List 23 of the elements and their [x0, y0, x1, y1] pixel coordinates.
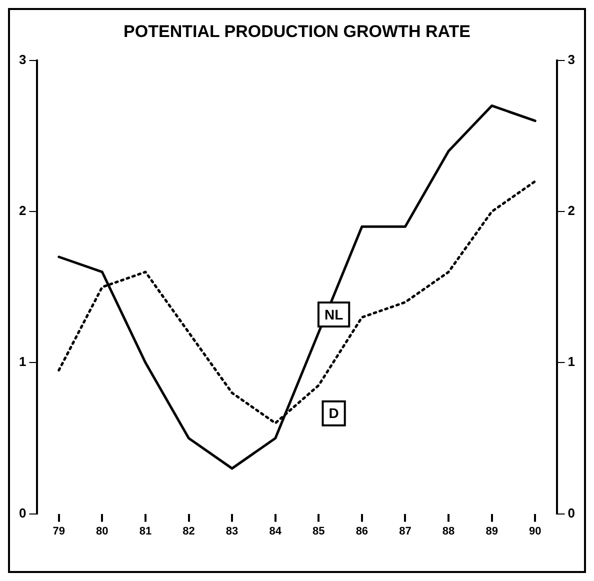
x-tick-label: 79	[52, 525, 65, 538]
chart-title: POTENTIAL PRODUCTION GROWTH RATE	[124, 22, 470, 41]
y-tick-label: 3	[18, 52, 26, 67]
x-tick-label: 88	[442, 525, 455, 538]
y-tick-label: 1	[18, 354, 26, 370]
y2-tick-label: 0	[568, 505, 576, 520]
x-tick-label: 89	[486, 525, 498, 538]
x-tick-label: 85	[312, 525, 325, 538]
x-tick-label: 80	[96, 525, 108, 538]
x-tick-label: 90	[528, 525, 542, 538]
x-tick-label: 84	[269, 525, 282, 538]
y2-tick-label: 2	[568, 203, 576, 218]
series-label: NL	[324, 306, 344, 322]
y-tick-label: 0	[18, 505, 26, 520]
y-tick-label: 2	[18, 203, 26, 218]
x-tick-label: 81	[139, 525, 152, 538]
x-tick-label: 82	[182, 525, 195, 538]
series-label: D	[328, 405, 339, 422]
x-tick-label: 83	[226, 525, 238, 538]
x-tick-label: 87	[399, 525, 412, 538]
y2-tick-label: 3	[568, 52, 576, 67]
x-tick-label: 86	[356, 525, 368, 538]
y2-tick-label: 1	[568, 354, 576, 370]
